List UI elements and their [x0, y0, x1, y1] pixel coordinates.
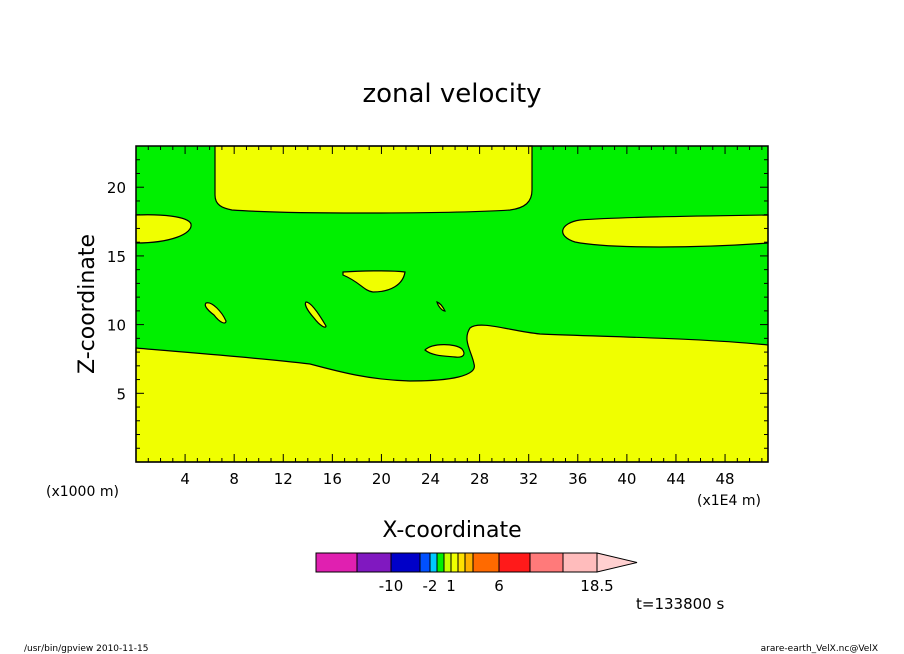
- footer-left: /usr/bin/gpview 2010-11-15: [24, 644, 148, 654]
- x-tick-label: 16: [323, 470, 342, 488]
- colorbar-segment: [464, 552, 474, 573]
- colorbar-tick-label: -10: [379, 577, 404, 595]
- x-tick-label: 36: [568, 470, 587, 488]
- x-axis-label: X-coordinate: [382, 518, 521, 543]
- y-tick-label: 10: [107, 317, 126, 335]
- y-tick-label: 5: [116, 385, 126, 403]
- colorbar-tick-label: 18.5: [580, 577, 613, 595]
- chart-title: zonal velocity: [362, 79, 541, 109]
- colorbar-segment: [356, 552, 392, 573]
- x-tick-label: 32: [519, 470, 538, 488]
- y-axis-label: Z-coordinate: [75, 234, 100, 374]
- colorbar-tick-label: -2: [423, 577, 438, 595]
- positive-region-top: [214, 145, 533, 214]
- positive-streak-3: [436, 301, 446, 312]
- colorbar-segment: [315, 552, 358, 573]
- x-tick-label: 24: [421, 470, 440, 488]
- colorbar-segment: [419, 552, 431, 573]
- positive-region-left-lobe: [135, 214, 192, 244]
- colorbar-segment: [457, 552, 466, 573]
- positive-streak-1: [204, 302, 227, 324]
- colorbar-segment: [562, 552, 598, 573]
- y-tick-label: 20: [107, 179, 126, 197]
- x-tick-label: 20: [372, 470, 391, 488]
- x-tick-label: 4: [180, 470, 190, 488]
- x-tick-label: 44: [666, 470, 685, 488]
- x-tick-label: 28: [470, 470, 489, 488]
- x-tick-label: 48: [716, 470, 735, 488]
- x-tick-label: 12: [274, 470, 293, 488]
- colorbar-segment: [450, 552, 459, 573]
- positive-region-center-blob: [342, 270, 406, 293]
- colorbar-arrow: [596, 552, 638, 573]
- colorbar-segment: [390, 552, 421, 573]
- colorbar-segment: [443, 552, 452, 573]
- plot-area: [135, 145, 769, 463]
- positive-streak-2: [304, 301, 327, 328]
- colorbar-segment: [436, 552, 445, 573]
- time-label: t=133800 s: [636, 595, 724, 613]
- x-unit-right: (x1E4 m): [697, 493, 761, 509]
- colorbar-segment: [529, 552, 564, 573]
- colorbar-segment: [429, 552, 438, 573]
- y-tick-label: 15: [107, 248, 126, 266]
- positive-region-bottom: [135, 324, 769, 463]
- positive-region-right-lobe: [562, 214, 769, 248]
- footer-right: arare-earth_VelX.nc@VelX: [761, 644, 878, 654]
- plot-frame: [135, 145, 769, 463]
- positive-region-small-blob: [424, 344, 465, 358]
- colorbar-tick-label: 6: [494, 577, 504, 595]
- x-tick-label: 40: [617, 470, 636, 488]
- colorbar-segment: [498, 552, 531, 573]
- x-unit-left: (x1000 m): [46, 484, 119, 500]
- x-tick-label: 8: [229, 470, 239, 488]
- colorbar: -10 -2 1 6 18.5: [315, 552, 638, 595]
- colorbar-segment: [472, 552, 500, 573]
- colorbar-tick-label: 1: [446, 577, 456, 595]
